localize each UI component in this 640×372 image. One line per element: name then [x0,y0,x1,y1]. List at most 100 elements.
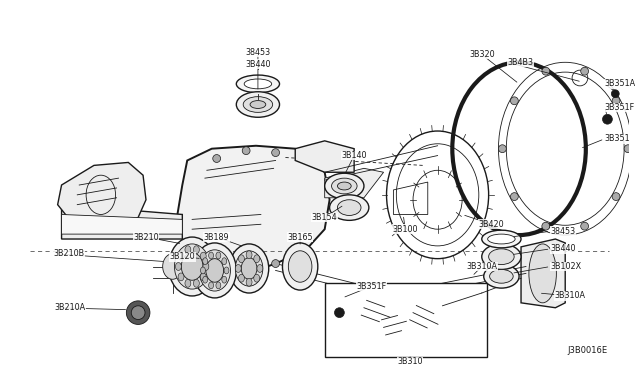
Ellipse shape [482,244,521,269]
Ellipse shape [131,306,145,320]
Ellipse shape [175,244,210,289]
Polygon shape [521,239,565,308]
Text: 3B310: 3B310 [397,357,423,366]
Ellipse shape [224,267,229,274]
Ellipse shape [250,100,266,109]
Ellipse shape [222,276,227,283]
Text: 38453: 38453 [245,48,271,57]
Text: 3B210A: 3B210A [54,303,86,312]
Ellipse shape [580,67,589,75]
Ellipse shape [488,249,514,264]
Ellipse shape [257,264,263,272]
Ellipse shape [203,276,207,283]
Ellipse shape [178,252,184,260]
Ellipse shape [499,145,506,153]
Ellipse shape [282,243,318,290]
Ellipse shape [337,182,351,190]
Ellipse shape [271,149,280,157]
Ellipse shape [236,75,280,93]
Text: 3B120: 3B120 [170,252,195,261]
Text: 3B351F: 3B351F [356,282,387,291]
Ellipse shape [212,155,221,163]
Ellipse shape [542,222,550,230]
Ellipse shape [254,255,260,263]
Ellipse shape [126,301,150,324]
Text: 3B310A: 3B310A [555,291,586,301]
Ellipse shape [199,250,230,291]
Bar [324,283,486,357]
Ellipse shape [168,237,216,296]
Ellipse shape [580,222,589,230]
Ellipse shape [185,279,191,287]
Ellipse shape [236,251,263,286]
Ellipse shape [289,251,312,282]
Ellipse shape [209,252,214,259]
Ellipse shape [178,273,184,281]
Text: 38453: 38453 [550,227,575,235]
Ellipse shape [254,274,260,282]
Text: J3B0016E: J3B0016E [567,346,607,355]
Ellipse shape [482,230,521,248]
Ellipse shape [246,278,252,286]
Text: 3B320: 3B320 [469,50,495,59]
Polygon shape [324,168,383,198]
Ellipse shape [203,258,207,264]
Ellipse shape [271,260,280,267]
Ellipse shape [236,264,241,272]
Text: 3B420: 3B420 [479,220,504,229]
Ellipse shape [529,244,556,303]
Ellipse shape [181,253,203,280]
Ellipse shape [193,279,199,287]
Ellipse shape [242,147,250,155]
Polygon shape [58,163,146,231]
Ellipse shape [335,308,344,318]
Ellipse shape [243,97,273,112]
Ellipse shape [200,267,205,274]
Ellipse shape [209,282,214,289]
Ellipse shape [542,67,550,75]
Ellipse shape [337,200,361,215]
Ellipse shape [193,246,199,254]
Text: 3B310A: 3B310A [467,262,497,271]
Ellipse shape [612,193,620,201]
Ellipse shape [324,173,364,199]
Text: 3B440: 3B440 [245,60,271,69]
Ellipse shape [332,178,357,194]
Ellipse shape [612,97,620,105]
Ellipse shape [246,251,252,259]
Text: 3B189: 3B189 [204,232,230,241]
Ellipse shape [175,263,181,270]
Ellipse shape [200,273,206,281]
Polygon shape [61,205,182,239]
Ellipse shape [490,269,513,283]
Ellipse shape [200,252,206,260]
Ellipse shape [330,195,369,220]
Ellipse shape [511,97,518,105]
Text: 3B351F: 3B351F [605,103,635,112]
Ellipse shape [241,258,257,279]
Text: 3B165: 3B165 [287,232,313,241]
Polygon shape [61,215,182,234]
Ellipse shape [239,274,244,282]
Text: 3B210B: 3B210B [54,249,85,258]
Text: 3B100: 3B100 [392,225,418,234]
Ellipse shape [511,193,518,201]
Ellipse shape [239,255,244,263]
Ellipse shape [230,244,269,293]
Ellipse shape [236,92,280,117]
Ellipse shape [484,264,519,288]
Polygon shape [177,146,330,270]
Ellipse shape [611,90,620,97]
Ellipse shape [216,252,221,259]
Text: 3B154: 3B154 [312,213,337,222]
Ellipse shape [193,243,236,298]
Ellipse shape [624,145,632,153]
Text: 3B440: 3B440 [550,244,576,253]
Ellipse shape [212,260,221,267]
Text: 3B210: 3B210 [133,232,159,241]
Text: 3B351A: 3B351A [605,79,636,89]
Text: 3B102X: 3B102X [550,262,582,271]
Ellipse shape [216,282,221,289]
Ellipse shape [242,263,250,270]
Ellipse shape [206,259,223,282]
